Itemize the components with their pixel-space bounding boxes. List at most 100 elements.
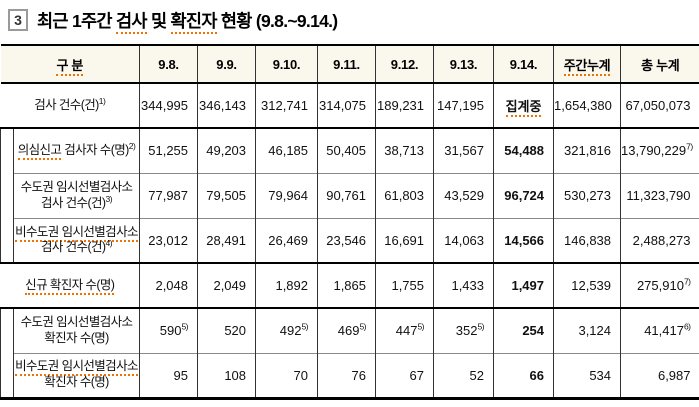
column-header: 9.12. bbox=[375, 45, 434, 84]
row-label-line: 검사 건수(건)1) bbox=[2, 96, 139, 114]
column-header: 9.14. bbox=[493, 45, 554, 84]
text-segment: 및 bbox=[146, 10, 171, 31]
cell-value: 2,048 bbox=[155, 278, 189, 293]
column-header-label: 9.9. bbox=[216, 56, 237, 72]
cell-value: 352 bbox=[455, 323, 478, 339]
column-header: 9.11. bbox=[317, 45, 376, 84]
text-segment: 검사 bbox=[115, 10, 147, 34]
cell-value: 66 bbox=[529, 367, 545, 383]
cell-value: 492 bbox=[279, 323, 302, 339]
footnote-superscript: 7) bbox=[683, 276, 691, 287]
text-segment: 검사 건수(건) bbox=[40, 195, 106, 210]
column-header: 총 누계 bbox=[620, 45, 699, 84]
value-cell: 2,488,273 bbox=[620, 217, 699, 263]
cell-value: 집계중 bbox=[505, 99, 542, 117]
column-header: 9.10. bbox=[255, 45, 318, 84]
table-body: 검사 건수(건)1) 344,995 346,143 312,741 314,075 18… bbox=[0, 82, 699, 398]
column-header: 9.9. bbox=[197, 45, 256, 84]
value-cell: 1,433 bbox=[433, 262, 494, 308]
text-segment: 비수도권 임시선별검사소 bbox=[15, 224, 138, 242]
column-header: 9.13. bbox=[433, 45, 494, 84]
cell-value: 26,469 bbox=[268, 232, 309, 248]
value-cell: 1,654,380 bbox=[553, 82, 621, 128]
value-cell: 26,469 bbox=[255, 217, 318, 263]
column-header-label: 9.10. bbox=[272, 56, 301, 72]
value-cell: 275,9107) bbox=[620, 262, 699, 308]
column-header-label: 총 누계 bbox=[641, 57, 680, 73]
row-label-line: 의심신고 검사자 수(명)2) bbox=[15, 142, 138, 160]
value-cell: 79,505 bbox=[197, 172, 256, 218]
cell-value: 13,790,229 bbox=[621, 143, 687, 159]
value-cell: 4925) bbox=[255, 307, 318, 353]
value-cell: 41,4176) bbox=[620, 307, 699, 353]
value-cell: 96,724 bbox=[493, 172, 554, 218]
value-cell: 23,012 bbox=[139, 217, 198, 263]
value-cell: 312,741 bbox=[255, 82, 318, 128]
footnote-superscript: 5) bbox=[359, 321, 367, 332]
value-cell: 11,323,790 bbox=[620, 172, 699, 218]
value-cell: 28,491 bbox=[197, 217, 256, 263]
column-header-label: 9.8. bbox=[158, 56, 179, 72]
cell-value: 50,405 bbox=[326, 143, 367, 159]
cell-value: 314,075 bbox=[319, 98, 367, 113]
cell-value: 31,567 bbox=[444, 143, 485, 159]
footnote-superscript: 5) bbox=[417, 321, 425, 332]
cell-value: 14,063 bbox=[444, 232, 485, 248]
row-label: 비수도권 임시선별검사소 검사 건수(건)4) bbox=[12, 217, 140, 263]
text-segment: 검사 건수(건) bbox=[40, 240, 106, 255]
value-cell: 3,124 bbox=[553, 307, 621, 353]
value-cell: 66 bbox=[493, 352, 554, 398]
value-cell: 95 bbox=[139, 352, 198, 398]
row-label-line: 확진자 수(명) bbox=[15, 375, 138, 391]
page-title-text: 최근 1주간 검사 및 확진자 현황 (9.8.~9.14.) bbox=[37, 8, 338, 34]
cell-value: 49,203 bbox=[206, 143, 247, 159]
value-cell: 67 bbox=[375, 352, 434, 398]
cell-value: 79,964 bbox=[268, 188, 309, 203]
cell-value: 11,323,790 bbox=[626, 188, 691, 203]
text-segment: 검사자 수(명) bbox=[61, 142, 129, 157]
footnote-superscript: 5) bbox=[301, 321, 309, 332]
column-header: 9.8. bbox=[139, 45, 198, 84]
value-cell: 254 bbox=[493, 307, 554, 353]
cell-value: 275,910 bbox=[636, 278, 684, 293]
value-cell: 147,195 bbox=[433, 82, 494, 128]
cell-value: 28,491 bbox=[206, 232, 247, 248]
cell-value: 2,488,273 bbox=[632, 232, 691, 248]
table-row: 수도권 임시선별검사소 검사 건수(건)3) 77,987 79,505 79,964 9… bbox=[1, 172, 699, 218]
value-cell: 3525) bbox=[433, 307, 494, 353]
text-segment: 최근 1주간 bbox=[37, 10, 116, 31]
footnote-superscript: 6) bbox=[683, 321, 691, 332]
value-cell: 2,048 bbox=[139, 262, 198, 308]
value-cell: 2,049 bbox=[197, 262, 256, 308]
text-segment: 수도권 임시선별검사소 bbox=[20, 315, 133, 330]
value-cell: 46,185 bbox=[255, 127, 318, 173]
cell-value: 2,049 bbox=[213, 278, 247, 293]
cell-value: 76 bbox=[351, 367, 367, 383]
footnote-superscript: 7) bbox=[686, 141, 693, 152]
cell-value: 43,529 bbox=[444, 188, 485, 203]
cell-value: 41,417 bbox=[644, 323, 684, 339]
value-cell: 4475) bbox=[375, 307, 434, 353]
value-cell: 90,761 bbox=[317, 172, 376, 218]
cell-value: 70 bbox=[293, 367, 309, 383]
table-header: 구 분 9.8. 9.9. 9.10. 9.11. 9.12. 9.13. 9.14. 주간누계… bbox=[0, 45, 699, 84]
cell-value: 344,995 bbox=[141, 98, 189, 113]
value-cell: 49,203 bbox=[197, 127, 256, 173]
cell-value: 14,566 bbox=[504, 232, 545, 248]
value-cell: 1,497 bbox=[493, 262, 554, 308]
value-cell: 1,892 bbox=[255, 262, 318, 308]
value-cell: 67,050,073 bbox=[620, 82, 699, 128]
text-segment: 비수도권 임시선별검사소 bbox=[15, 359, 138, 377]
value-cell: 집계중 bbox=[493, 82, 554, 128]
text-segment: 확진자 bbox=[170, 10, 217, 34]
text-segment: 신규 확진자 수(명) bbox=[25, 277, 115, 295]
cell-value: 12,539 bbox=[571, 278, 612, 293]
row-label-line: 검사 건수(건)4) bbox=[15, 239, 138, 256]
row-label: 수도권 임시선별검사소 검사 건수(건)3) bbox=[12, 172, 140, 218]
value-cell: 108 bbox=[197, 352, 256, 398]
value-cell: 77,987 bbox=[139, 172, 198, 218]
cell-value: 321,816 bbox=[564, 143, 612, 159]
cell-value: 146,838 bbox=[564, 232, 612, 248]
value-cell: 31,567 bbox=[433, 127, 494, 173]
value-cell: 6,987 bbox=[620, 352, 699, 398]
